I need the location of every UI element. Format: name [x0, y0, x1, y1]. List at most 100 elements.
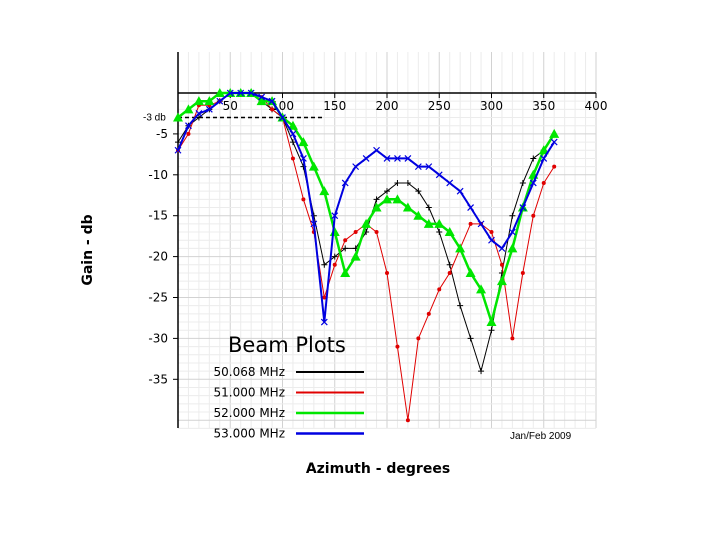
data-point: [361, 218, 372, 228]
data-point: [384, 188, 390, 195]
data-point: [498, 244, 506, 252]
data-point: [519, 204, 527, 211]
data-point: [193, 96, 204, 106]
data-point: [289, 130, 297, 138]
data-point: [321, 261, 328, 268]
data-point: [362, 155, 370, 162]
data-point: [195, 110, 203, 117]
data-point: [488, 327, 495, 334]
data-point: [204, 96, 215, 106]
data-point: [447, 270, 452, 275]
data-point: [237, 89, 245, 97]
data-point: [374, 230, 379, 235]
series-group: [173, 88, 560, 423]
data-point: [175, 139, 181, 146]
data-point: [268, 97, 276, 105]
data-point: [476, 284, 487, 294]
data-point: [331, 212, 339, 220]
data-point: [426, 311, 431, 316]
data-point: [404, 155, 412, 162]
data-point: [425, 204, 432, 211]
x-tick-label: 200: [376, 99, 399, 113]
data-point: [520, 270, 525, 275]
data-point: [394, 179, 401, 186]
data-point: [434, 218, 445, 228]
data-point: [382, 194, 392, 204]
data-point: [444, 227, 455, 237]
data-point: [186, 131, 191, 136]
data-point: [456, 187, 464, 195]
data-point: [287, 120, 298, 130]
data-point: [404, 179, 411, 186]
data-point: [174, 146, 182, 154]
data-point: [371, 202, 382, 212]
data-point: [301, 197, 306, 202]
y-tick-label: -25: [148, 291, 168, 305]
data-point: [550, 138, 558, 146]
data-point: [299, 155, 307, 162]
data-point: [216, 97, 224, 105]
grid-lines: [178, 52, 597, 429]
data-point: [414, 163, 422, 171]
data-point: [489, 230, 494, 235]
data-point: [507, 243, 518, 253]
data-point: [332, 262, 337, 267]
legend-label: 52.000 MHz: [214, 406, 285, 420]
x-tick-label: 50: [223, 99, 238, 113]
data-point: [437, 287, 442, 292]
data-point: [373, 196, 380, 203]
data-point: [499, 262, 504, 267]
data-point: [320, 318, 328, 326]
data-point: [509, 212, 516, 219]
data-point: [310, 220, 318, 228]
data-point: [343, 238, 348, 243]
data-point: [467, 204, 475, 211]
data-point: [436, 229, 443, 236]
x-tick-label: 300: [480, 99, 503, 113]
data-point: [467, 335, 474, 342]
data-point: [415, 188, 422, 195]
data-point: [373, 146, 380, 154]
data-point: [496, 276, 507, 286]
data-point: [319, 186, 330, 196]
y-axis-title: Gain - db: [80, 214, 96, 285]
data-point: [552, 164, 557, 169]
data-point: [279, 114, 286, 121]
data-point: [256, 96, 267, 106]
y-tick-label: -15: [148, 209, 168, 223]
data-point: [423, 218, 434, 228]
y-tick-label: -30: [148, 331, 168, 345]
series-53-000-mhz: [174, 89, 558, 326]
data-point: [531, 213, 536, 218]
reference-line-group: -3 db: [143, 113, 325, 124]
data-point: [394, 155, 401, 162]
x-tick-label: 250: [428, 99, 451, 113]
data-point: [383, 155, 391, 162]
data-point: [352, 163, 360, 171]
data-point: [183, 104, 194, 114]
data-point: [298, 137, 309, 147]
data-point: [446, 179, 454, 187]
data-point: [185, 122, 192, 130]
data-point: [425, 163, 433, 171]
legend-label: 53.000 MHz: [214, 427, 285, 441]
data-point: [395, 344, 400, 349]
data-point: [540, 155, 548, 162]
data-point: [405, 418, 410, 423]
legend: Beam Plots 50.068 MHz 51.000 MHz 52.000 MHz…: [214, 333, 364, 441]
data-point: [529, 179, 537, 187]
x-tick-label: 400: [585, 99, 608, 113]
data-point: [508, 228, 516, 236]
data-point: [290, 156, 295, 161]
data-point: [416, 336, 421, 341]
data-point: [385, 270, 389, 275]
data-point: [549, 128, 560, 138]
data-point: [322, 295, 327, 300]
data-point: [446, 261, 453, 268]
data-point: [486, 317, 497, 327]
data-point: [457, 302, 464, 309]
legend-label: 50.068 MHz: [214, 365, 285, 379]
data-point: [214, 88, 225, 97]
x-tick-label: 350: [532, 99, 555, 113]
